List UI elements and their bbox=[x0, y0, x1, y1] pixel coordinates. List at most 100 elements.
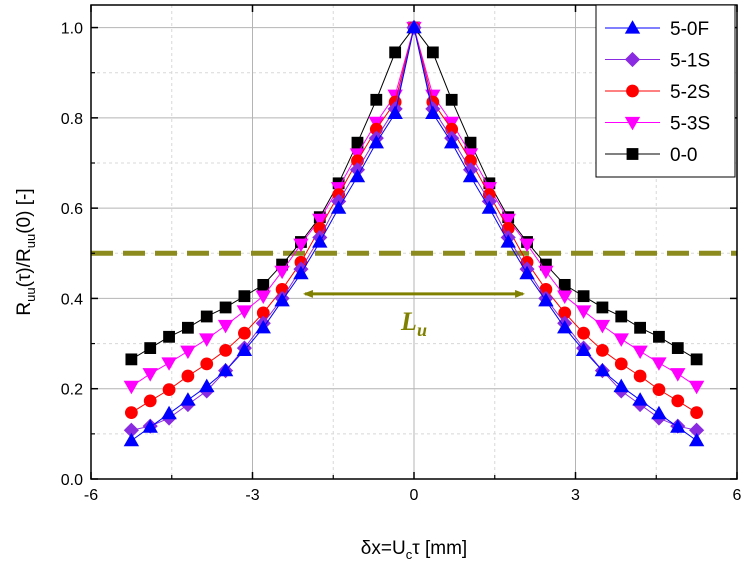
data-point-5-3s bbox=[142, 368, 158, 382]
data-point-0-0 bbox=[596, 301, 609, 314]
data-point-5-3s bbox=[651, 357, 667, 371]
legend-label-5-3s: 5-3S bbox=[670, 114, 710, 135]
legend: 5-0F 5-1S 5-2S 5-3S 0-0 bbox=[595, 4, 736, 178]
x-tick-label: 6 bbox=[733, 487, 742, 504]
data-point-0-0 bbox=[464, 136, 477, 149]
data-point-5-0f bbox=[199, 378, 215, 393]
x-tick-label: 0 bbox=[410, 487, 419, 504]
x-tick-label: -6 bbox=[84, 487, 98, 504]
data-point-5-3s bbox=[236, 305, 253, 319]
data-point-0-0 bbox=[389, 46, 402, 59]
data-point-5-0f bbox=[632, 392, 648, 406]
data-point-5-3s bbox=[688, 380, 705, 395]
data-point-5-2s bbox=[200, 357, 214, 371]
data-point-0-0 bbox=[615, 310, 628, 323]
data-point-5-3s bbox=[670, 368, 686, 382]
y-tick-label: 0.0 bbox=[61, 472, 83, 489]
data-point-5-0f bbox=[462, 168, 479, 183]
data-point-5-2s bbox=[633, 369, 647, 383]
data-point-0-0 bbox=[370, 93, 383, 106]
data-point-5-0f bbox=[312, 234, 328, 248]
data-point-5-2s bbox=[162, 383, 176, 397]
data-point-5-0f bbox=[594, 362, 611, 377]
data-point-5-3s bbox=[199, 333, 215, 347]
data-point-5-0f bbox=[557, 319, 573, 334]
legend-label-5-1s: 5-1S bbox=[670, 51, 710, 72]
data-point-5-3s bbox=[594, 319, 611, 334]
data-point-0-0 bbox=[558, 278, 571, 291]
data-point-5-3s bbox=[632, 345, 648, 360]
data-point-5-0f bbox=[161, 405, 177, 420]
data-point-5-0f bbox=[142, 419, 158, 433]
y-tick-label: 0.6 bbox=[61, 201, 83, 218]
legend-label-5-2s: 5-2S bbox=[670, 82, 710, 103]
y-tick-label: 0.2 bbox=[61, 382, 83, 399]
data-point-0-0 bbox=[200, 310, 213, 323]
data-point-5-3s bbox=[575, 305, 592, 319]
data-point-5-3s bbox=[613, 333, 629, 347]
x-tick-label: -3 bbox=[245, 487, 259, 504]
data-point-5-3s bbox=[217, 319, 234, 334]
data-point-0-0 bbox=[144, 342, 157, 354]
data-point-5-3s bbox=[312, 213, 328, 228]
data-point-0-0 bbox=[125, 353, 138, 366]
data-point-5-0f bbox=[236, 342, 253, 356]
data-point-5-2s bbox=[577, 326, 590, 340]
annotation-layer: Lu bbox=[302, 289, 526, 340]
data-point-0-0 bbox=[181, 321, 194, 334]
data-point-5-0f bbox=[425, 105, 441, 119]
data-point-5-2s bbox=[652, 383, 666, 397]
x-tick-label: 3 bbox=[571, 487, 580, 504]
data-point-5-3s bbox=[161, 357, 177, 371]
data-point-5-0f bbox=[255, 319, 271, 334]
data-point-0-0 bbox=[163, 330, 175, 343]
data-point-5-0f bbox=[387, 105, 403, 119]
legend-marker-0-0 bbox=[626, 148, 639, 160]
data-point-5-3s bbox=[519, 238, 535, 253]
y-axis-label: Ruu(τ)/Ruu(0) [-] bbox=[14, 188, 38, 315]
data-point-0-0 bbox=[445, 93, 458, 106]
data-point-5-3s bbox=[293, 238, 309, 253]
data-point-0-0 bbox=[690, 353, 703, 366]
data-point-5-0f bbox=[406, 19, 422, 34]
data-point-5-0f bbox=[293, 265, 309, 280]
legend-marker-5-1s bbox=[624, 51, 641, 68]
data-point-5-2s bbox=[596, 343, 609, 357]
y-tick-label: 1.0 bbox=[61, 21, 83, 38]
data-point-0-0 bbox=[426, 46, 439, 59]
data-point-5-3s bbox=[180, 345, 196, 360]
data-point-5-0f bbox=[519, 265, 535, 280]
data-point-5-0f bbox=[123, 432, 140, 447]
data-point-5-2s bbox=[181, 369, 195, 383]
data-point-5-2s bbox=[614, 357, 628, 371]
data-point-5-3s bbox=[274, 265, 290, 280]
data-point-5-3s bbox=[538, 265, 554, 280]
data-point-5-2s bbox=[690, 406, 704, 420]
data-point-5-0f bbox=[180, 392, 196, 406]
data-point-5-0f bbox=[443, 134, 460, 149]
data-point-5-0f bbox=[651, 405, 667, 420]
data-point-5-2s bbox=[671, 394, 685, 408]
x-axis-label: δx=Ucτ [mm] bbox=[361, 538, 467, 562]
series-layer bbox=[123, 19, 705, 447]
data-point-5-0f bbox=[274, 292, 290, 307]
data-point-5-2s bbox=[124, 406, 138, 420]
axis-ticks: -6 -3 0 3 6 0.0 0.2 0.4 0.6 0.8 1.0 bbox=[61, 5, 742, 504]
legend-marker-5-0f bbox=[624, 20, 641, 34]
data-point-5-3s bbox=[255, 290, 271, 304]
legend-label-0-0: 0-0 bbox=[670, 145, 697, 166]
data-point-0-0 bbox=[257, 278, 270, 291]
data-point-0-0 bbox=[634, 321, 646, 334]
data-point-5-2s bbox=[238, 326, 251, 340]
data-point-5-2s bbox=[219, 343, 232, 357]
data-point-5-0f bbox=[330, 200, 347, 214]
data-point-5-0f bbox=[670, 419, 686, 433]
data-point-5-0f bbox=[500, 234, 516, 248]
data-point-5-0f bbox=[368, 134, 385, 149]
data-point-5-0f bbox=[613, 378, 629, 393]
lu-label-sub: u bbox=[417, 320, 427, 340]
data-point-0-0 bbox=[653, 330, 665, 343]
data-point-5-0f bbox=[688, 432, 705, 447]
data-point-5-0f bbox=[575, 342, 592, 356]
